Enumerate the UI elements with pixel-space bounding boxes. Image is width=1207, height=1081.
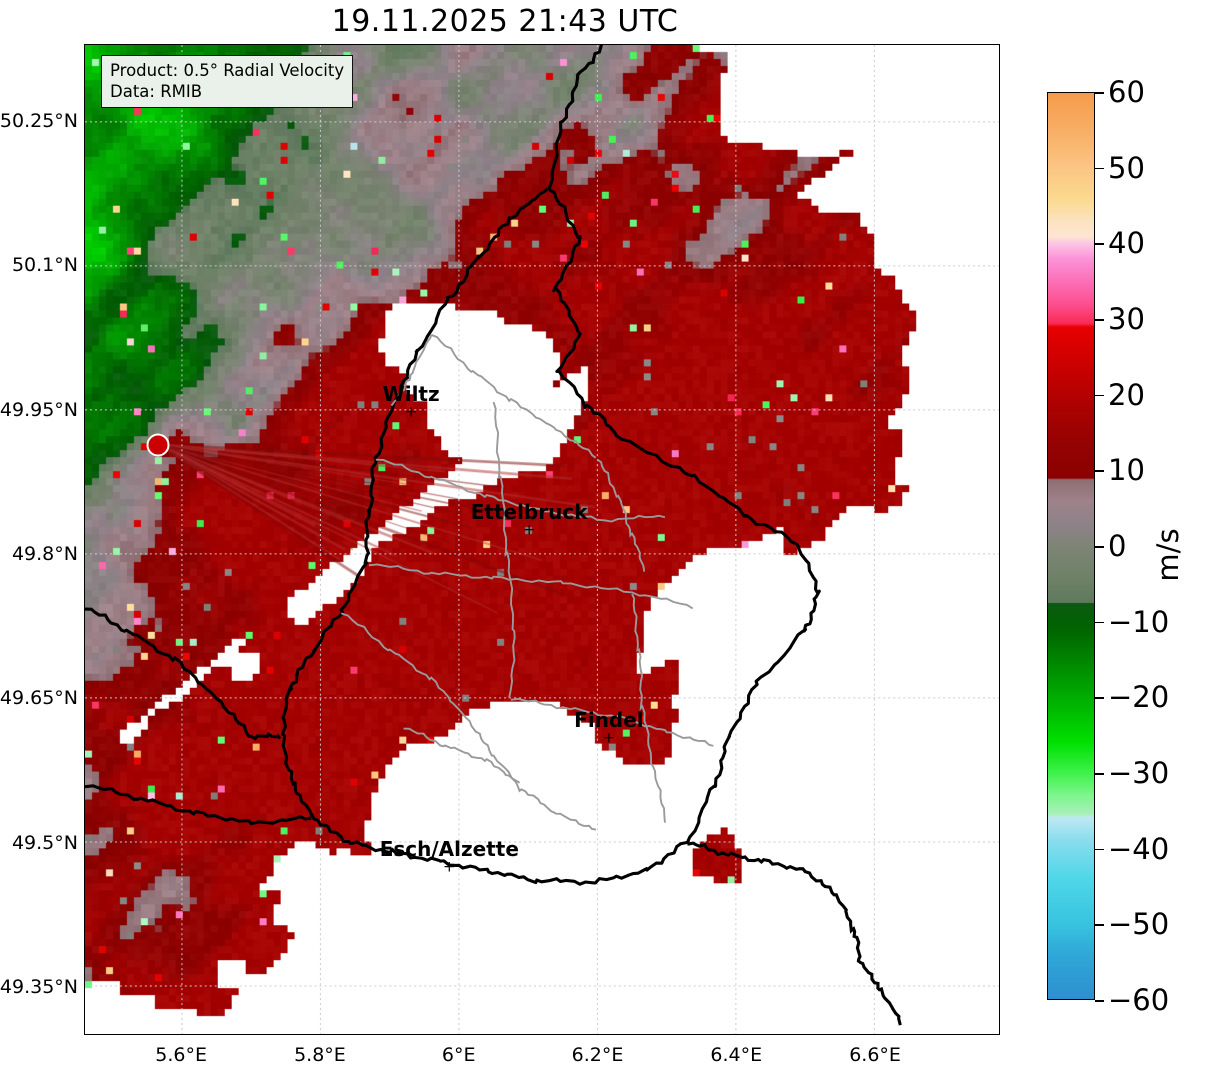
country-border-southwest: [85, 784, 312, 826]
country-border-southeast: [687, 841, 902, 1026]
country-border-luxembourg: [281, 187, 821, 886]
colorbar-tick: [1095, 167, 1104, 170]
colorbar-tick-label: −60: [1108, 983, 1170, 1017]
admin-boundary: [430, 333, 597, 459]
colorbar-tick-label: 50: [1108, 150, 1145, 185]
colorbar-gradient: [1048, 93, 1094, 999]
city-marker-icon: +: [522, 520, 536, 539]
radar-site-marker: [146, 433, 170, 457]
admin-boundary: [596, 458, 646, 572]
colorbar-tick-label: 0: [1108, 529, 1127, 563]
admin-boundary: [390, 334, 433, 407]
colorbar-tick-label: 10: [1108, 453, 1145, 488]
x-axis-tick-label: 6.4°E: [710, 1044, 763, 1066]
colorbar-tick: [1095, 394, 1104, 397]
admin-boundary: [340, 612, 597, 831]
colorbar-tick: [1095, 243, 1104, 245]
colorbar-tick-label: −30: [1108, 756, 1170, 790]
x-axis-tick-label: 6°E: [441, 1044, 476, 1066]
colorbar-tick: [1095, 773, 1104, 775]
colorbar-tick-label: 60: [1108, 75, 1145, 109]
city-label: Ettelbruck: [470, 499, 588, 524]
colorbar-tick: [1095, 92, 1104, 94]
admin-boundary: [492, 401, 516, 699]
page-title: 19.11.2025 21:43 UTC: [331, 4, 679, 39]
colorbar-tick-label: −20: [1108, 680, 1170, 715]
city-marker-icon: +: [443, 857, 456, 876]
colorbar[interactable]: [1047, 92, 1095, 1000]
colorbar-tick-label: −40: [1108, 831, 1170, 866]
y-axis-tick-label: 49.95°N: [0, 398, 78, 421]
product-info-box: Product: 0.5° Radial Velocity Data: RMIB: [101, 55, 354, 109]
admin-boundary: [375, 458, 666, 523]
x-axis-tick-label: 5.6°E: [155, 1044, 208, 1066]
y-axis-tick-label: 49.5°N: [11, 831, 78, 854]
colorbar-tick: [1095, 1000, 1104, 1002]
colorbar-tick: [1095, 319, 1104, 321]
admin-boundary: [510, 697, 714, 747]
colorbar-tick: [1095, 621, 1104, 624]
colorbar-tick-label: 40: [1108, 226, 1145, 261]
city-marker-icon: +: [602, 728, 616, 747]
colorbar-tick-label: −10: [1108, 604, 1170, 639]
map-overlay: [85, 45, 999, 1034]
colorbar-tick-label: 20: [1108, 377, 1145, 412]
x-axis-tick-label: 6.6°E: [849, 1044, 901, 1066]
colorbar-unit-label: m/s: [1151, 528, 1185, 582]
city-label: Esch/Alzette: [379, 837, 519, 862]
admin-boundary: [631, 593, 666, 823]
y-axis-tick-label: 49.8°N: [11, 542, 78, 565]
y-axis-tick-label: 50.25°N: [0, 109, 78, 132]
colorbar-tick: [1095, 697, 1104, 699]
data-source-label: Data: RMIB: [110, 82, 203, 102]
country-border-west: [85, 607, 282, 741]
y-axis-tick-label: 49.35°N: [0, 975, 78, 998]
admin-boundary: [403, 727, 521, 784]
colorbar-tick: [1095, 848, 1104, 851]
y-axis-tick-label: 50.1°N: [11, 254, 78, 277]
colorbar-tick-label: −50: [1108, 907, 1170, 942]
colorbar-tick-label: 30: [1108, 302, 1145, 336]
city-marker-icon: +: [404, 402, 418, 421]
colorbar-tick: [1095, 470, 1104, 472]
x-axis-tick-label: 5.8°E: [294, 1044, 346, 1066]
radar-velocity-field: [85, 45, 999, 1034]
x-axis-tick-label: 6.2°E: [571, 1044, 624, 1066]
city-label: Wiltz: [382, 382, 440, 407]
admin-boundary: [368, 563, 694, 610]
city-label: Findel: [574, 708, 644, 733]
country-border-north: [547, 45, 603, 191]
radar-plot-area[interactable]: Product: 0.5° Radial Velocity Data: RMIB…: [84, 44, 1000, 1035]
colorbar-tick: [1095, 546, 1104, 548]
colorbar-tick: [1095, 924, 1104, 926]
product-label: Product: 0.5° Radial Velocity: [110, 61, 345, 80]
y-axis-tick-label: 49.65°N: [0, 687, 78, 710]
